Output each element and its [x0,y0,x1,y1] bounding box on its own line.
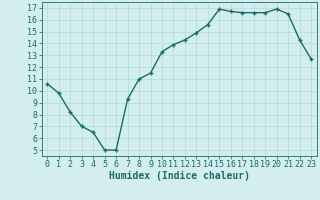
X-axis label: Humidex (Indice chaleur): Humidex (Indice chaleur) [109,171,250,181]
